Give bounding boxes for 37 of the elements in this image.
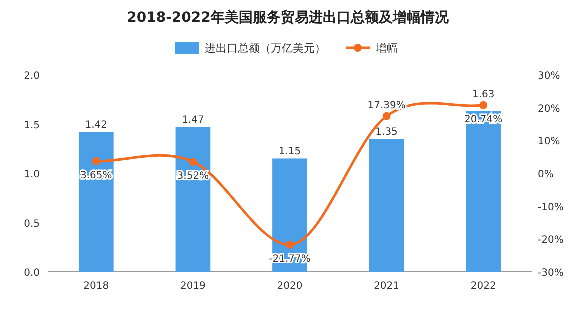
data-label: 1.63: [472, 89, 495, 100]
x-tick-label: 2018: [84, 281, 110, 292]
y2-tick-label: 0%: [538, 170, 554, 180]
y-tick-label: 0.0: [24, 268, 40, 279]
legend-label: 进出口总额（万亿美元）: [205, 42, 326, 55]
y-tick-label: 0.5: [24, 218, 40, 230]
point: [286, 240, 294, 249]
y2-tick-label: -20%: [538, 235, 564, 246]
data-label: 3.52%: [177, 170, 210, 182]
data-label: 1.35: [376, 127, 398, 138]
y2-tick-label: 20%: [538, 104, 560, 115]
bar: [176, 127, 211, 272]
data-label: 1.42: [85, 120, 108, 132]
x-tick-label: 2022: [470, 281, 496, 292]
x-tick-label: 2021: [374, 281, 400, 292]
data-label: 17.39%: [368, 100, 406, 112]
point: [382, 112, 391, 120]
y2-tick-label: -10%: [538, 202, 564, 214]
y2-tick-label: 30%: [538, 71, 560, 82]
x-tick-label: 2019: [180, 281, 206, 292]
y-tick-label: 1.5: [24, 120, 40, 132]
y-tick-label: 1.0: [24, 170, 40, 180]
data-label: 1.15: [278, 146, 302, 158]
y2-tick-label: -30%: [538, 268, 564, 279]
y2-tick-label: 10%: [538, 136, 560, 148]
legend-label: 增幅: [375, 42, 398, 55]
bar: [78, 132, 114, 272]
data-label: 1.47: [182, 115, 204, 126]
point: [189, 158, 198, 166]
bar: [369, 139, 404, 272]
point: [480, 101, 488, 110]
point: [92, 158, 100, 166]
bar: [466, 111, 502, 272]
chart-title: 2018-2022年美国服务贸易进出口总额及增幅情况: [127, 9, 450, 26]
y-tick-label: 2.0: [24, 71, 40, 82]
data-label: 3.65%: [80, 170, 112, 182]
x-tick-label: 2020: [277, 281, 303, 292]
